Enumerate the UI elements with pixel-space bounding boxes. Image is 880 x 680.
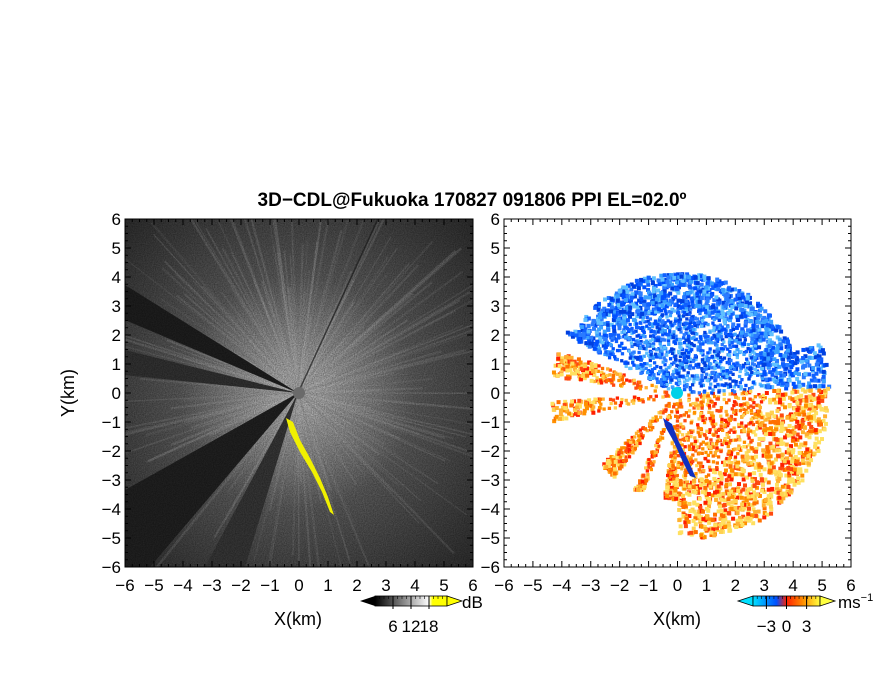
velocity-colorbar-min-arrow (736, 595, 754, 607)
x-tick-label: −6 (494, 576, 513, 595)
y-tick-label: −5 (102, 529, 121, 548)
y-tick-label: −6 (102, 558, 121, 577)
x-tick-label: −2 (610, 576, 629, 595)
reflectivity-colorbar-unit: dB (462, 593, 483, 612)
reflectivity-x-axis-label: X(km) (274, 609, 322, 629)
high-reflectivity-edge (286, 418, 334, 515)
y-tick-label: −6 (481, 558, 500, 577)
x-tick-label: −1 (639, 576, 658, 595)
reflectivity-colorbar: 6 12 18 dB (360, 593, 483, 636)
velocity-y-tick-labels: 6 5 4 3 2 1 0 −1 −2 −3 −4 −5 −6 (481, 210, 500, 577)
x-tick-label: 3 (760, 576, 769, 595)
colorbar-tick-label: −3 (757, 617, 776, 636)
y-tick-label: 6 (112, 210, 121, 229)
y-tick-label: 3 (491, 297, 500, 316)
x-tick-label: −5 (523, 576, 542, 595)
x-tick-label: 0 (294, 576, 303, 595)
colorbar-tick-label: 12 (402, 617, 421, 636)
x-tick-label: −3 (202, 576, 221, 595)
x-tick-label: −6 (115, 576, 134, 595)
y-tick-label: −5 (481, 529, 500, 548)
y-tick-label: 6 (491, 210, 500, 229)
x-tick-label: 3 (381, 576, 390, 595)
y-tick-label: −1 (481, 413, 500, 432)
velocity-field (550, 272, 832, 540)
reflectivity-y-axis-label: Y(km) (58, 369, 78, 417)
velocity-colorbar-max-arrow (819, 595, 837, 607)
x-tick-label: −4 (173, 576, 192, 595)
colorbar-min-arrow (360, 596, 375, 606)
y-tick-label: 3 (112, 297, 121, 316)
x-tick-label: 0 (673, 576, 682, 595)
y-tick-label: 5 (491, 239, 500, 258)
x-tick-label: 1 (702, 576, 711, 595)
y-tick-label: −2 (102, 442, 121, 461)
x-tick-label: 6 (846, 576, 855, 595)
y-tick-label: 1 (112, 355, 121, 374)
velocity-colorbar-unit: ms−1 (838, 592, 873, 612)
reflectivity-panel: −6 −5 −4 −3 −2 −1 0 1 2 3 4 5 6 6543210−1−2−3−4−5−6 … (58, 210, 478, 629)
x-tick-label: −3 (581, 576, 600, 595)
velocity-colorbar: −3 0 3 ms−1 (736, 592, 873, 636)
x-tick-label: 4 (410, 576, 419, 595)
y-tick-label: 4 (491, 268, 500, 287)
y-tick-label: 4 (112, 268, 121, 287)
y-tick-label: 2 (491, 326, 500, 345)
figure-title: 3D−CDL@Fukuoka 170827 091806 PPI EL=02.0… (258, 190, 687, 211)
y-tick-label: 1 (491, 355, 500, 374)
velocity-radar-site-marker (671, 387, 683, 399)
y-tick-label: 0 (112, 384, 121, 403)
x-tick-label: 5 (439, 576, 448, 595)
y-tick-label: −4 (102, 500, 121, 519)
y-tick-label: −2 (481, 442, 500, 461)
reflectivity-x-tick-labels: −6 −5 −4 −3 −2 −1 0 1 2 3 4 5 6 (115, 576, 477, 595)
y-tick-label: −4 (481, 500, 500, 519)
velocity-ticks (503, 218, 852, 568)
reflectivity-y-tick-labels: 6 5 4 3 2 1 0 −1 −2 −3 −4 −5 −6 (102, 210, 121, 577)
x-tick-label: 6 (468, 576, 477, 595)
radar-site-marker (293, 387, 305, 399)
y-tick-label: −1 (102, 413, 121, 432)
x-tick-label: 1 (323, 576, 332, 595)
colorbar-tick-label: 18 (420, 617, 439, 636)
colorbar-max-arrow (446, 595, 464, 607)
velocity-panel: −6 −5 −4 −3 −2 −1 0 1 2 3 4 5 6 6543210−1−2−3−4−5−6 … (481, 210, 856, 629)
x-tick-label: 4 (788, 576, 797, 595)
x-tick-label: 5 (817, 576, 826, 595)
y-tick-label: 0 (491, 384, 500, 403)
x-tick-label: −2 (231, 576, 250, 595)
y-tick-label: −3 (481, 471, 500, 490)
velocity-x-tick-labels: −6 −5 −4 −3 −2 −1 0 1 2 3 4 5 6 (494, 576, 855, 595)
y-tick-label: 5 (112, 239, 121, 258)
x-tick-label: −1 (260, 576, 279, 595)
x-tick-label: −5 (144, 576, 163, 595)
velocity-x-axis-label: X(km) (653, 609, 701, 629)
colorbar-tick-label: 0 (782, 617, 791, 636)
y-tick-label: −3 (102, 471, 121, 490)
y-tick-label: 2 (112, 326, 121, 345)
x-tick-label: 2 (731, 576, 740, 595)
colorbar-tick-label: 6 (388, 617, 397, 636)
x-tick-label: 2 (352, 576, 361, 595)
x-tick-label: −4 (552, 576, 571, 595)
reflectivity-ticks (124, 218, 474, 568)
colorbar-tick-label: 3 (802, 617, 811, 636)
